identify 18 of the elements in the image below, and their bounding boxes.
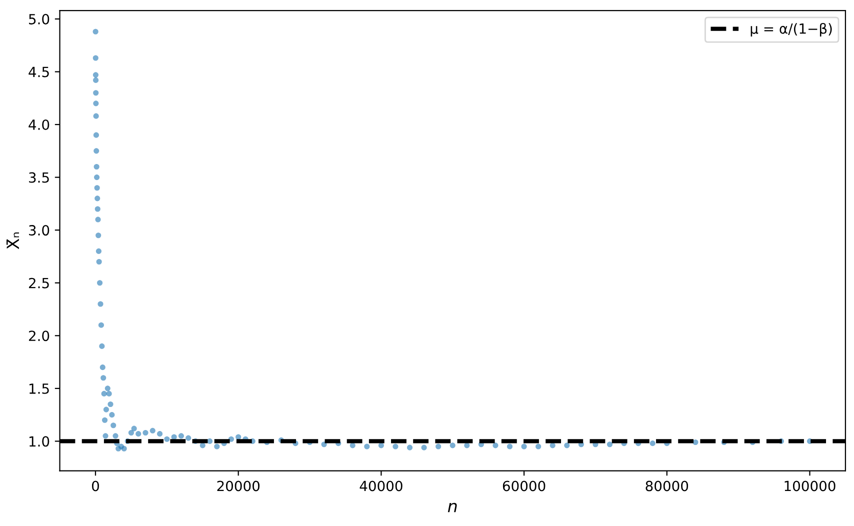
y-tick-label: 2.5 xyxy=(28,278,49,288)
x-tick-label: 20000 xyxy=(217,480,260,492)
y-tick-label: 2.0 xyxy=(28,330,50,342)
y-tick-label: 1.0 xyxy=(29,436,50,447)
y-tick-label: 5.0 xyxy=(29,14,50,24)
y-tick-label: 4.5 xyxy=(28,66,49,78)
x-axis-title: n xyxy=(448,502,457,512)
y-tick-label: 1.5 xyxy=(29,384,49,394)
legend-label: μ = α/(1−β) xyxy=(750,23,832,37)
y-tick-label: 4.0 xyxy=(28,119,50,130)
y-axis-title: X̄ₙ xyxy=(6,232,20,250)
x-tick-label: 0 xyxy=(92,480,99,492)
x-tick-label: 40000 xyxy=(360,480,402,492)
y-tick-label: 3.5 xyxy=(29,172,49,183)
x-tick-label: 100000 xyxy=(784,480,836,492)
y-tick-label: 3.0 xyxy=(29,225,50,236)
x-tick-label: 60000 xyxy=(502,480,546,492)
x-tick-label: 80000 xyxy=(646,480,688,492)
